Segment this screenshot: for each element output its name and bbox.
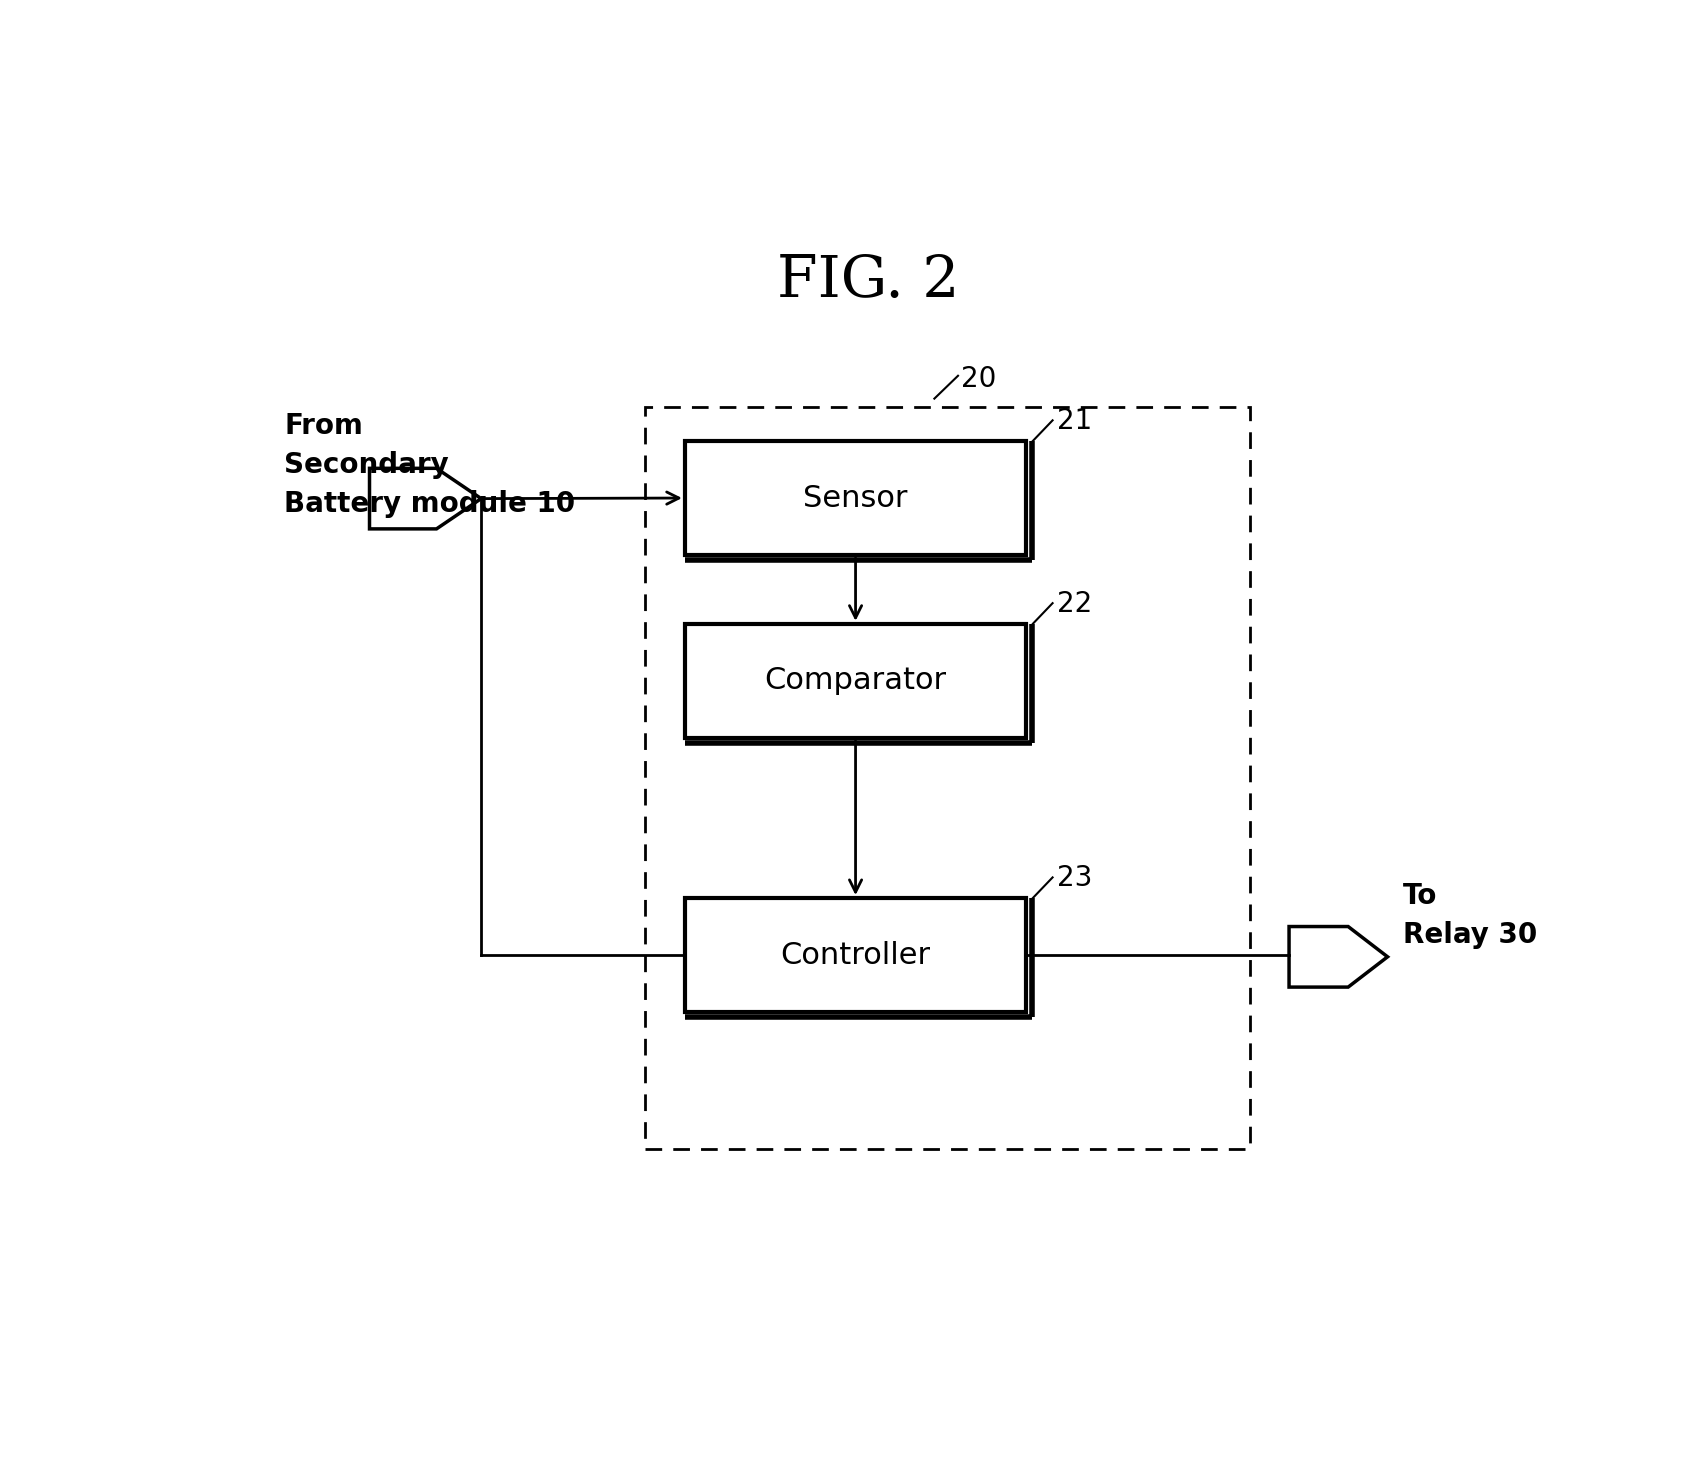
Bar bbox=[646, 407, 1249, 1149]
Text: To
Relay 30: To Relay 30 bbox=[1403, 881, 1537, 948]
Bar bbox=[685, 623, 1027, 738]
Bar bbox=[685, 441, 1027, 555]
Text: Sensor: Sensor bbox=[803, 484, 909, 512]
Text: 22: 22 bbox=[1056, 591, 1092, 617]
Text: FIG. 2: FIG. 2 bbox=[778, 252, 959, 309]
Polygon shape bbox=[1288, 926, 1388, 987]
Text: From
Secondary
Battery module 10: From Secondary Battery module 10 bbox=[285, 413, 575, 518]
Text: 20: 20 bbox=[961, 365, 997, 393]
Text: 21: 21 bbox=[1056, 407, 1092, 435]
Text: Comparator: Comparator bbox=[764, 666, 946, 696]
Bar bbox=[685, 898, 1027, 1012]
Text: Controller: Controller bbox=[780, 941, 931, 969]
Polygon shape bbox=[370, 469, 481, 528]
Text: 23: 23 bbox=[1056, 864, 1092, 892]
